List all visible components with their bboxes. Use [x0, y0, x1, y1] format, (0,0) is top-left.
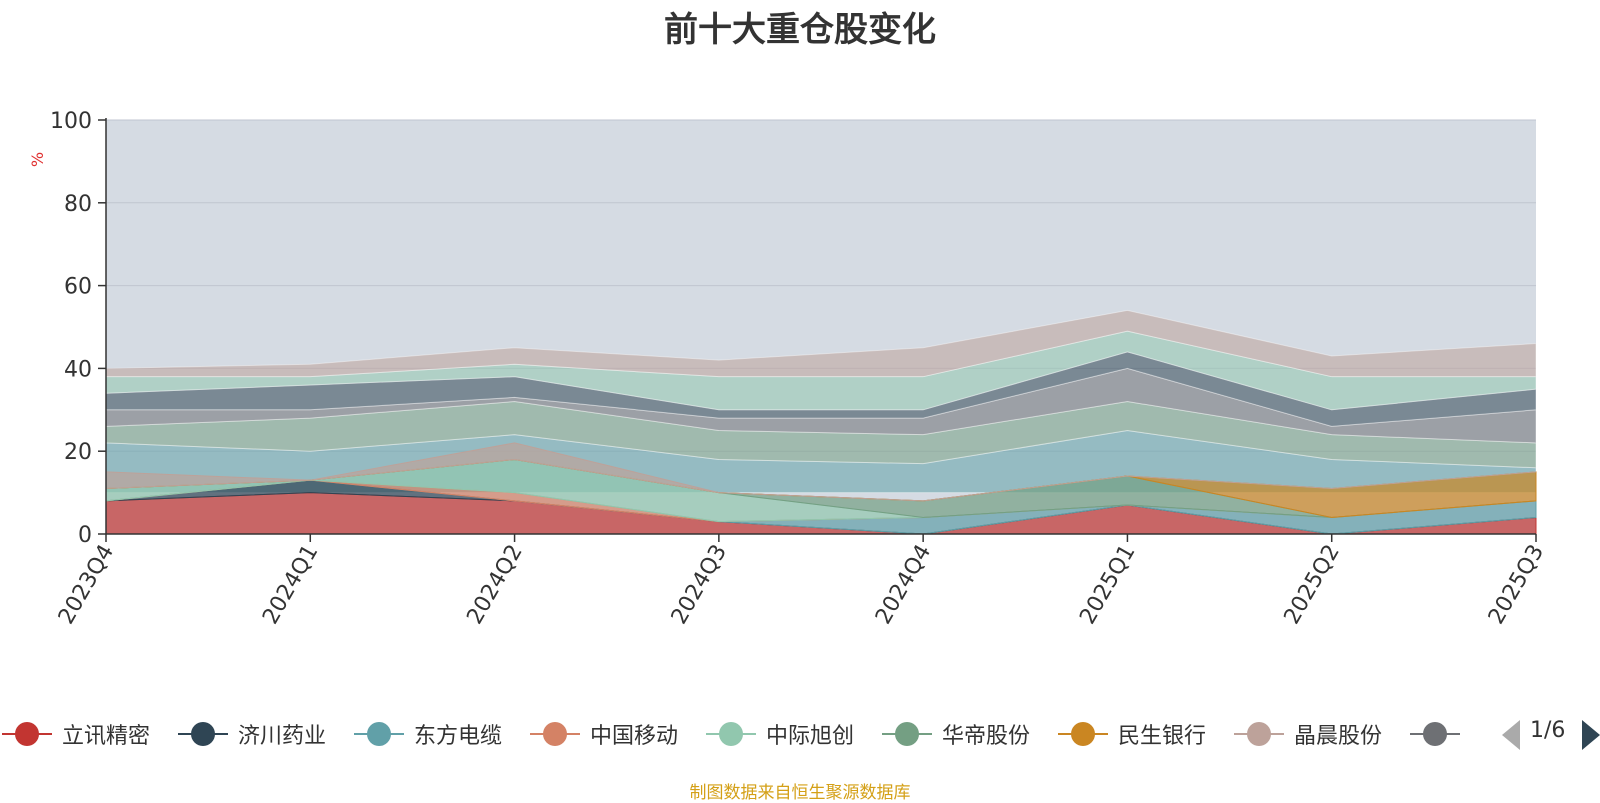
x-tick-label: 2023Q4 [54, 541, 119, 629]
legend-marker-icon [530, 719, 580, 749]
chart-title: 前十大重仓股变化 [664, 10, 936, 50]
y-axis-unit: % [28, 151, 48, 168]
series-area [105, 442, 1537, 502]
y-ticks: 0 20 40 60 80 100 [50, 109, 106, 548]
y-tick-label: 40 [64, 357, 92, 382]
y-tick-label: 100 [50, 109, 92, 134]
legend-item[interactable]: 华帝股份 [882, 714, 1030, 754]
legend-label: 民生银行 [1118, 724, 1207, 749]
legend-label: 立讯精密 [62, 724, 151, 749]
y-tick-label: 60 [64, 275, 92, 300]
stack-band [105, 351, 1537, 427]
legend-label: 中际旭创 [766, 724, 855, 749]
legend-item[interactable]: 中际旭创 [706, 714, 854, 754]
legend-item[interactable]: 晶晨股份 [1234, 714, 1382, 754]
legend-next-page-icon[interactable] [1582, 720, 1600, 750]
legend-label: 华帝股份 [942, 724, 1031, 749]
y-tick-label: 20 [64, 440, 92, 465]
x-ticks: 2023Q4 2024Q1 2024Q2 2024Q3 2024Q4 2025Q1 2025… [54, 534, 1549, 629]
x-tick-label: 2024Q1 [258, 541, 323, 629]
legend-item[interactable]: 中国移动 [530, 714, 678, 754]
legend-prev-page-icon[interactable] [1502, 720, 1520, 750]
legend-item[interactable]: 民生银行 [1058, 714, 1206, 754]
source-note: 制图数据来自恒生聚源数据库 [689, 783, 911, 803]
x-tick-label: 2024Q3 [667, 541, 732, 629]
legend-marker-icon [354, 719, 404, 749]
legend-marker-icon [2, 719, 52, 749]
legend-marker-icon [1410, 719, 1460, 749]
legend-marker-icon [882, 719, 932, 749]
legend-label: 晶晨股份 [1294, 724, 1383, 749]
legend-item[interactable]: 立讯精密 [2, 714, 150, 754]
legend-marker-icon [1234, 719, 1284, 749]
y-tick-label: 80 [64, 192, 92, 217]
legend: 立讯精密 济川药业 东方电缆 中国移动 中际旭创 华帝股份 民生银行 晶晨股份 [0, 714, 1600, 754]
stack-band [105, 367, 1537, 444]
legend-marker-icon [178, 719, 228, 749]
x-tick-label: 2024Q4 [871, 541, 936, 629]
stack-band [105, 309, 1537, 378]
legend-label: 济川药业 [238, 724, 327, 749]
legend-label: 中国移动 [590, 724, 679, 749]
legend-item[interactable] [1410, 714, 1470, 754]
stack-band [105, 330, 1537, 411]
legend-marker-icon [1058, 719, 1108, 749]
axes [105, 118, 1536, 535]
stack-band [105, 401, 1537, 469]
x-tick-label: 2025Q3 [1484, 541, 1549, 629]
x-tick-label: 2025Q1 [1075, 541, 1140, 629]
legend-page-indicator: 1/6 [1530, 718, 1566, 743]
legend-items: 立讯精密 济川药业 东方电缆 中国移动 中际旭创 华帝股份 民生银行 晶晨股份 [0, 714, 1483, 754]
x-tick-label: 2025Q2 [1280, 541, 1345, 629]
legend-item[interactable]: 济川药业 [178, 714, 326, 754]
legend-item[interactable]: 东方电缆 [354, 714, 502, 754]
legend-label: 东方电缆 [414, 724, 503, 749]
x-tick-label: 2024Q2 [462, 541, 527, 629]
y-tick-label: 0 [78, 523, 92, 548]
legend-marker-icon [706, 719, 756, 749]
